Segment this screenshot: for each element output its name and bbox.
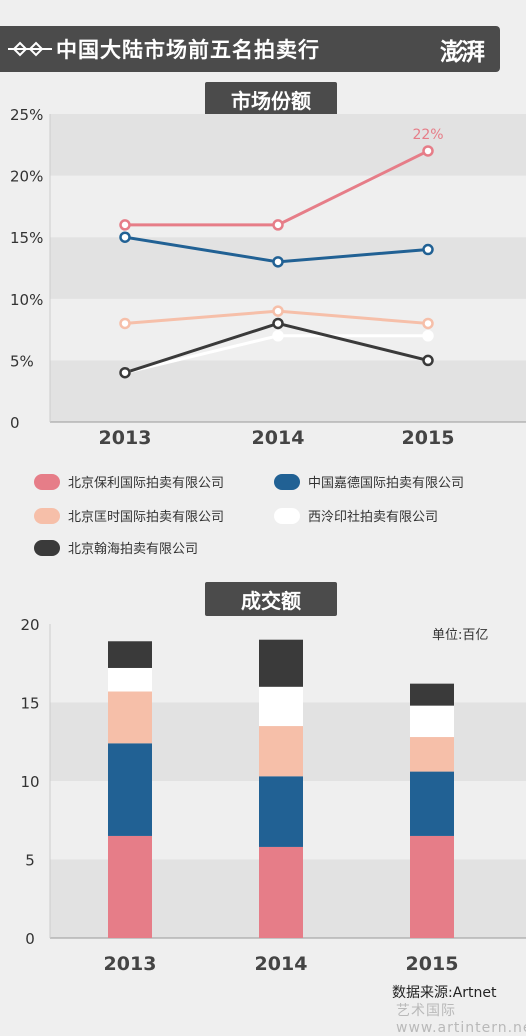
legend-item: 北京匡时国际拍卖有限公司 (34, 506, 224, 525)
legend-swatch-icon (274, 473, 300, 490)
y-tick-label: 20% (10, 168, 43, 186)
bar-segment (410, 683, 454, 706)
y-tick-label: 15 (20, 695, 39, 713)
data-point (272, 330, 284, 342)
y-tick-label: 10% (10, 291, 43, 309)
data-label: 22% (412, 127, 443, 143)
brand-logo: 澎湃 (440, 37, 485, 66)
bar-segment (410, 835, 454, 938)
y-tick-label: 5 (25, 852, 35, 870)
legend-label: 中国嘉德国际拍卖有限公司 (308, 476, 465, 491)
y-tick-label: 10 (20, 773, 39, 791)
legend-swatch-icon (34, 473, 60, 490)
data-point (422, 354, 434, 367)
y-tick-label: 0 (25, 930, 35, 948)
data-point (422, 317, 434, 330)
bar-segment (259, 726, 303, 777)
legend-item: 北京翰海拍卖有限公司 (34, 538, 198, 557)
data-point (272, 256, 284, 268)
grid-band (50, 237, 526, 299)
y-tick-label: 0 (10, 414, 20, 432)
bar-segment (410, 705, 454, 738)
data-point (119, 317, 131, 330)
legend-swatch-icon (34, 539, 60, 556)
legend-swatch-icon (274, 507, 300, 524)
bar-segment (410, 771, 454, 836)
section-title-market-share: 市场份额 (205, 82, 337, 116)
y-tick-label: 5% (10, 352, 34, 370)
data-point (272, 305, 284, 317)
bar-segment (108, 743, 152, 836)
turnover-stacked-bar-chart: 0 5 10 15 20 2013 2014 2015 (20, 616, 526, 975)
y-tick-label: 20 (20, 616, 39, 634)
bar-segment (108, 691, 152, 744)
legend-label: 北京翰海拍卖有限公司 (68, 542, 199, 557)
chart-legend: 北京保利国际拍卖有限公司 中国嘉德国际拍卖有限公司北京匡时国际拍卖有限公司 西泠印社… (0, 466, 526, 566)
data-point (119, 366, 131, 379)
legend-item: 北京保利国际拍卖有限公司 (34, 472, 224, 491)
bar-segment (410, 737, 454, 772)
grid-band (50, 298, 526, 361)
legend-label: 西泠印社拍卖有限公司 (308, 510, 439, 525)
diamond-ornament-icon (8, 41, 52, 57)
unit-label: 单位:百亿 (432, 628, 489, 643)
legend-label: 北京保利国际拍卖有限公司 (68, 476, 225, 491)
bar-segment (259, 639, 303, 687)
x-tick-label: 2014 (252, 427, 305, 449)
data-point (422, 145, 434, 157)
legend-item: 中国嘉德国际拍卖有限公司 (274, 472, 464, 491)
x-tick-label: 2014 (255, 953, 308, 975)
data-point (272, 317, 284, 330)
legend-label: 北京匡时国际拍卖有限公司 (68, 510, 225, 525)
page-title: 中国大陆市场前五名拍卖行 (56, 38, 320, 62)
bar-segment (259, 686, 303, 727)
x-tick-label: 2015 (406, 953, 459, 975)
data-point (119, 219, 131, 231)
site-watermark: 艺术国际 www.artintern.net (396, 1003, 526, 1036)
data-point (272, 219, 284, 231)
x-tick-label: 2015 (402, 427, 455, 449)
title-banner: 中国大陆市场前五名拍卖行 澎湃 (0, 26, 500, 72)
section-title-turnover: 成交额 (205, 582, 337, 616)
y-tick-label: 15% (10, 229, 43, 247)
data-point (119, 231, 131, 243)
bar-segment (108, 641, 152, 668)
bar-segment (259, 846, 303, 938)
x-tick-label: 2013 (104, 953, 157, 975)
bar-segment (108, 835, 152, 938)
legend-swatch-icon (34, 507, 60, 524)
bar-segment (108, 667, 152, 692)
legend-item: 西泠印社拍卖有限公司 (274, 506, 438, 525)
grid-band (50, 114, 526, 176)
x-tick-label: 2013 (99, 427, 152, 449)
market-share-line-chart: 0 5% 10% 15% 20% 25% 2013 2014 2015 22% (10, 106, 526, 449)
data-point (422, 330, 434, 342)
source-label: 数据来源:Artnet (392, 985, 497, 1001)
data-point (422, 243, 434, 256)
y-tick-label: 25% (10, 106, 43, 124)
bar-segment (259, 776, 303, 847)
